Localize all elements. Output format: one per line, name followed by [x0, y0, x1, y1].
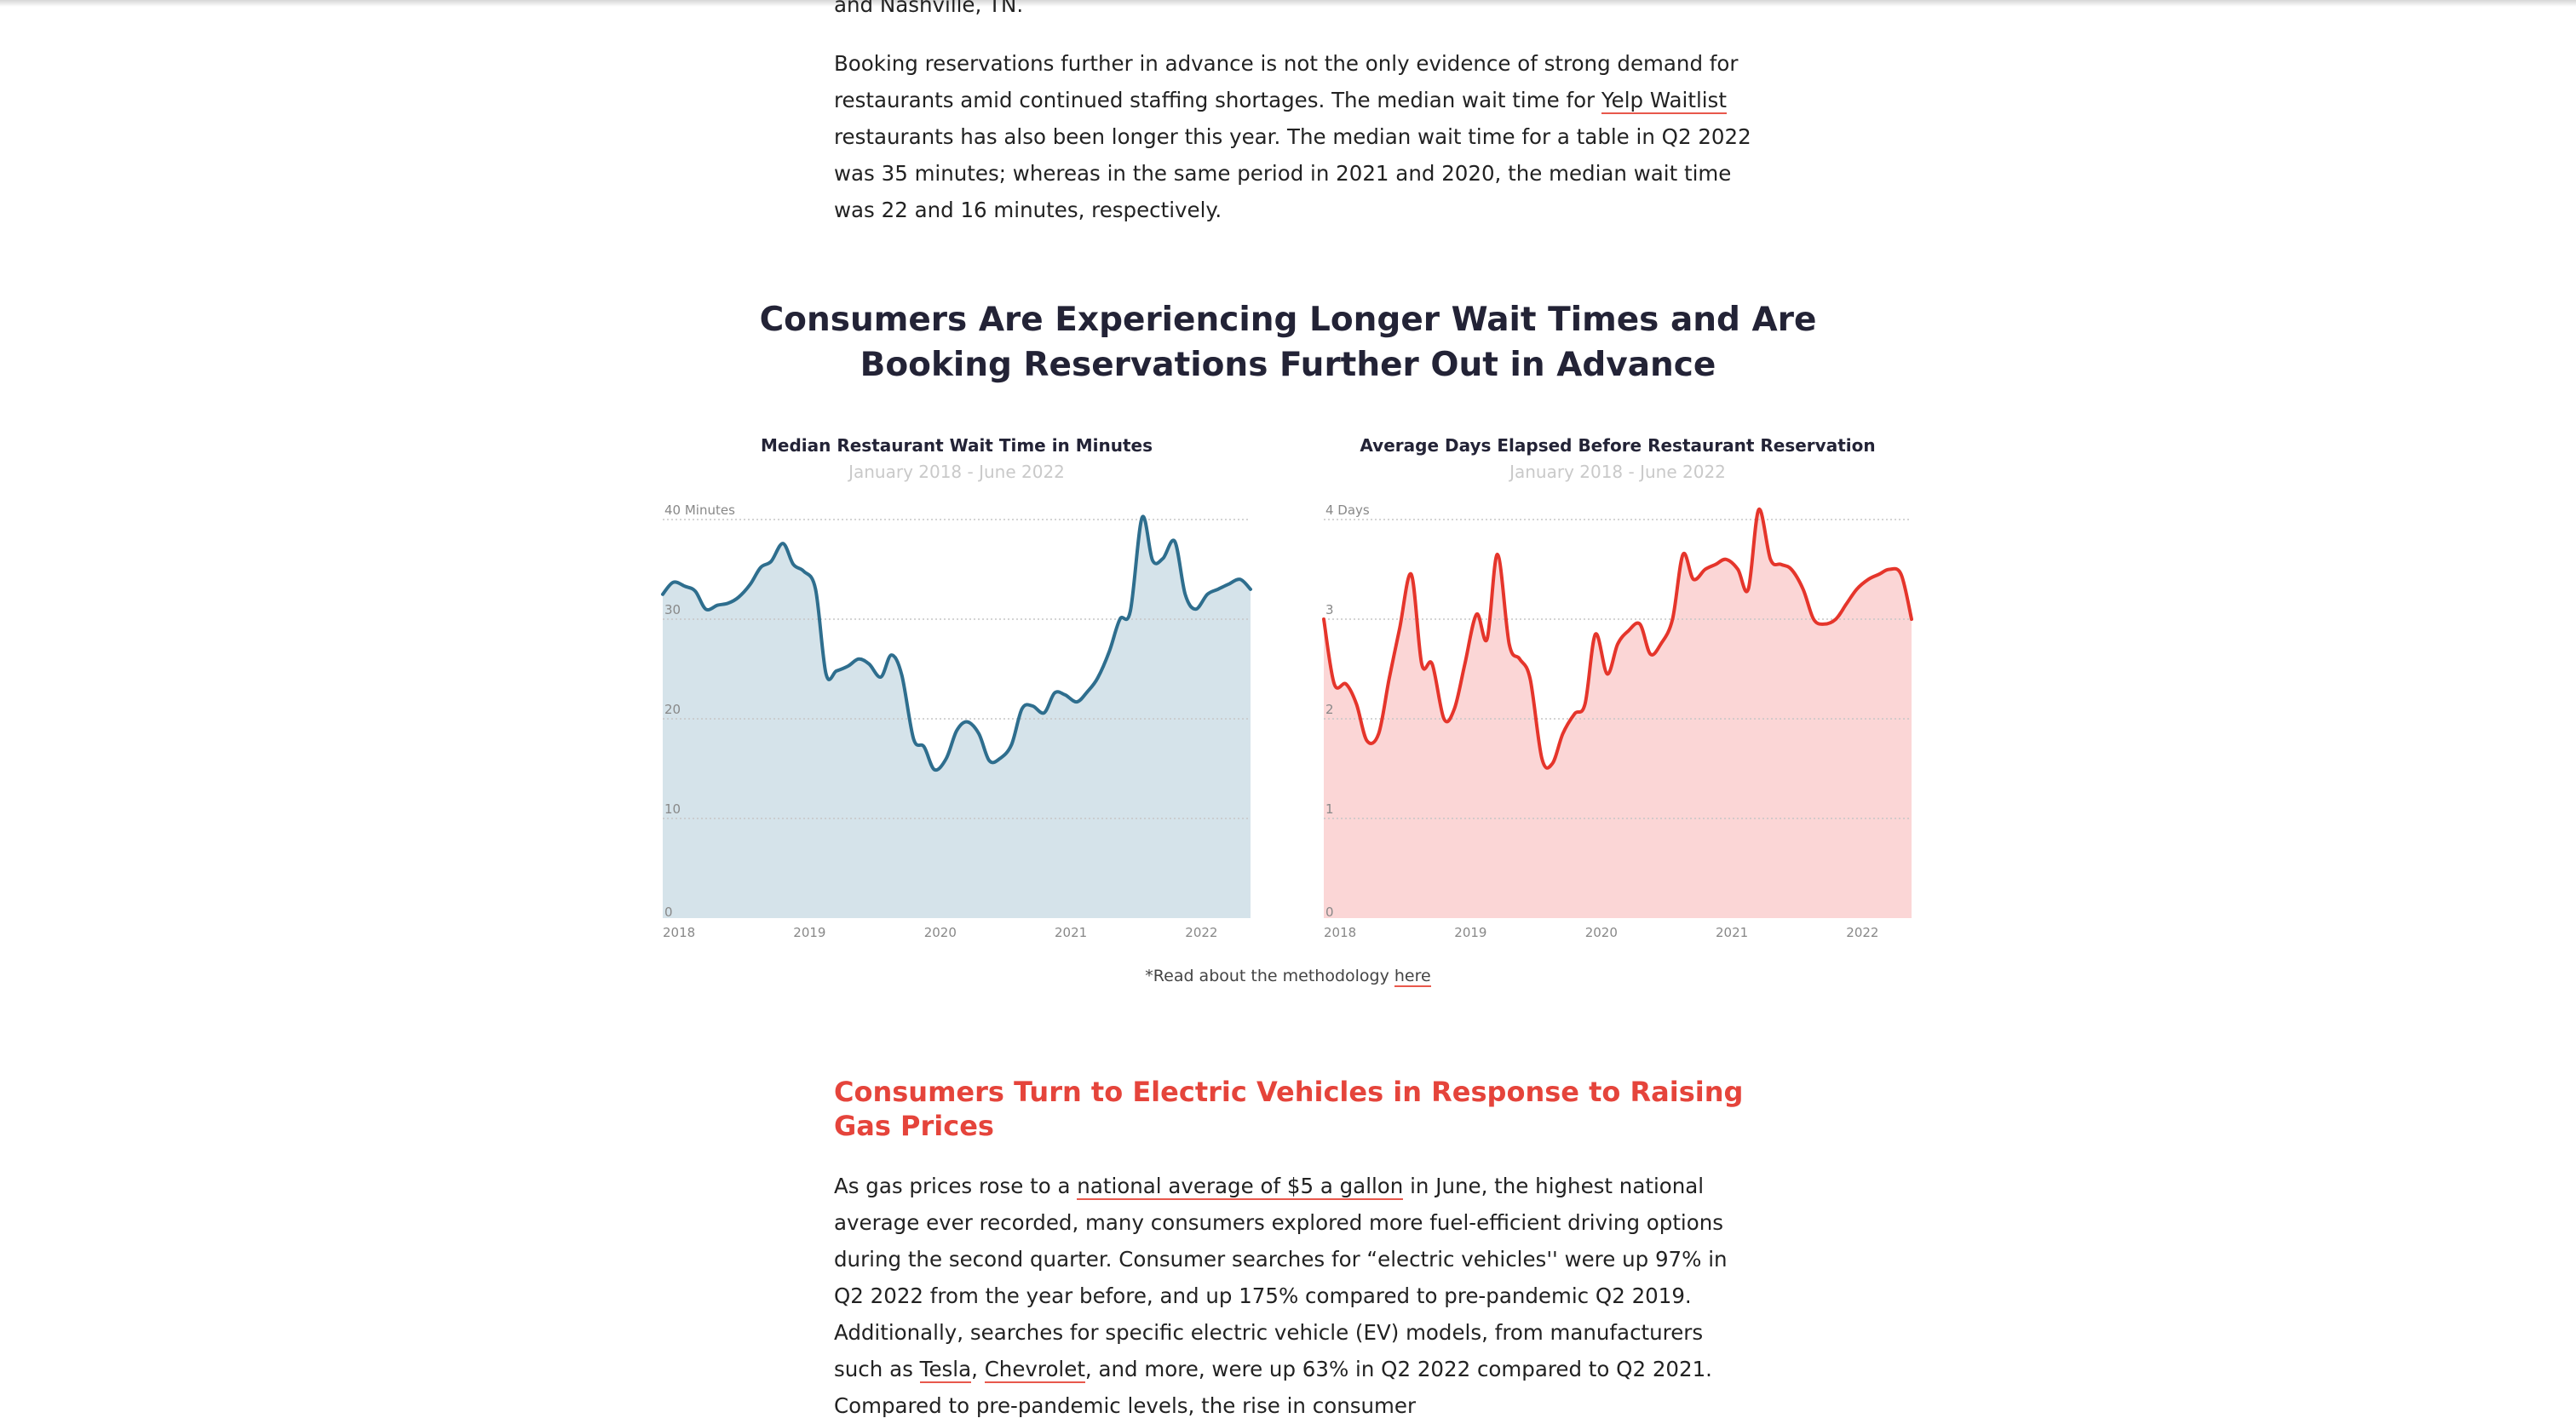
reservation-days-y-tick-label: 1 — [1325, 801, 1334, 817]
paragraph-ev: As gas prices rose to a national average… — [834, 1168, 1754, 1424]
wait-time-line — [661, 514, 1252, 772]
wait-time-y-tick-label: 10 — [664, 801, 681, 817]
reservation-days-line — [1322, 508, 1913, 770]
gas-average-link[interactable]: national average of $5 a gallon — [1077, 1174, 1404, 1200]
tesla-link[interactable]: Tesla — [919, 1357, 972, 1383]
methodology-link[interactable]: here — [1394, 967, 1431, 987]
wait-time-y-tick-label: 40 Minutes — [664, 502, 735, 518]
reservation-days-x-tick-label: 2019 — [1454, 925, 1486, 940]
paragraph-wait-text-1: Booking reservations further in advance … — [834, 51, 1739, 112]
reservation-days-x-tick-label: 2021 — [1716, 925, 1748, 940]
paragraph-tail: and Nashville, TN. — [834, 0, 1024, 17]
section-title-line-1: Consumers Are Experiencing Longer Wait T… — [759, 301, 1817, 339]
paragraph-wait-times: Booking reservations further in advance … — [834, 45, 1754, 228]
wait-time-x-tick-label: 2019 — [793, 925, 825, 940]
wait-time-y-tick-label: 20 — [664, 702, 681, 717]
wait-time-x-tick-label: 2020 — [924, 925, 957, 940]
reservation-days-y-tick-label: 4 Days — [1325, 502, 1370, 518]
article-body-top: and Nashville, TN. Booking reservations … — [834, 0, 1754, 228]
wait-time-x-tick-label: 2022 — [1185, 925, 1217, 940]
reservation-days-x-tick-label: 2022 — [1846, 925, 1878, 940]
chevrolet-link[interactable]: Chevrolet — [984, 1357, 1085, 1383]
methodology-note: *Read about the methodology here — [0, 967, 2576, 987]
wait-time-chart-title: Median Restaurant Wait Time in Minutes — [760, 435, 1153, 456]
wait-time-y-tick-label: 0 — [664, 904, 673, 920]
reservation-days-y-tick-label: 2 — [1325, 702, 1334, 717]
article-body-bottom: As gas prices rose to a national average… — [834, 1168, 1754, 1424]
wait-time-x-tick-label: 2018 — [663, 925, 695, 940]
reservation-days-y-tick-label: 3 — [1325, 602, 1334, 617]
paragraph-ev-text-2: in June, the highest national average ev… — [834, 1174, 1728, 1381]
reservation-chart-subtitle: January 2018 - June 2022 — [1509, 462, 1726, 482]
ev-subheading: Consumers Turn to Electric Vehicles in R… — [834, 1076, 1744, 1142]
methodology-text: *Read about the methodology — [1145, 967, 1394, 985]
paragraph-ev-text-3: , — [971, 1357, 985, 1381]
wait-time-chart-subtitle: January 2018 - June 2022 — [848, 462, 1065, 482]
section-title: Consumers Are Experiencing Longer Wait T… — [0, 297, 2576, 388]
reservation-days-chart: 0 1 2 3 4 Days 2018 2019 2020 2021 2022 — [1322, 502, 1913, 940]
reservation-days-y-tick-label: 0 — [1325, 904, 1334, 920]
top-shadow — [0, 0, 2576, 7]
reservation-chart-title: Average Days Elapsed Before Restaurant R… — [1360, 435, 1876, 456]
wait-time-y-tick-label: 30 — [664, 602, 681, 617]
section-title-line-2: Booking Reservations Further Out in Adva… — [860, 346, 1716, 384]
reservation-days-x-tick-label: 2020 — [1585, 925, 1618, 940]
reservation-days-area — [1324, 508, 1912, 918]
yelp-waitlist-link[interactable]: Yelp Waitlist — [1601, 88, 1727, 114]
wait-time-x-tick-label: 2021 — [1055, 925, 1087, 940]
paragraph-ev-text-1: As gas prices rose to a — [834, 1174, 1078, 1198]
wait-time-chart: 0 10 20 30 40 Minutes 2018 2019 2020 2021 2022 — [661, 502, 1252, 940]
reservation-days-x-tick-label: 2018 — [1324, 925, 1356, 940]
paragraph-wait-text-2: restaurants has also been longer this ye… — [834, 124, 1751, 222]
wait-time-area — [663, 516, 1251, 918]
